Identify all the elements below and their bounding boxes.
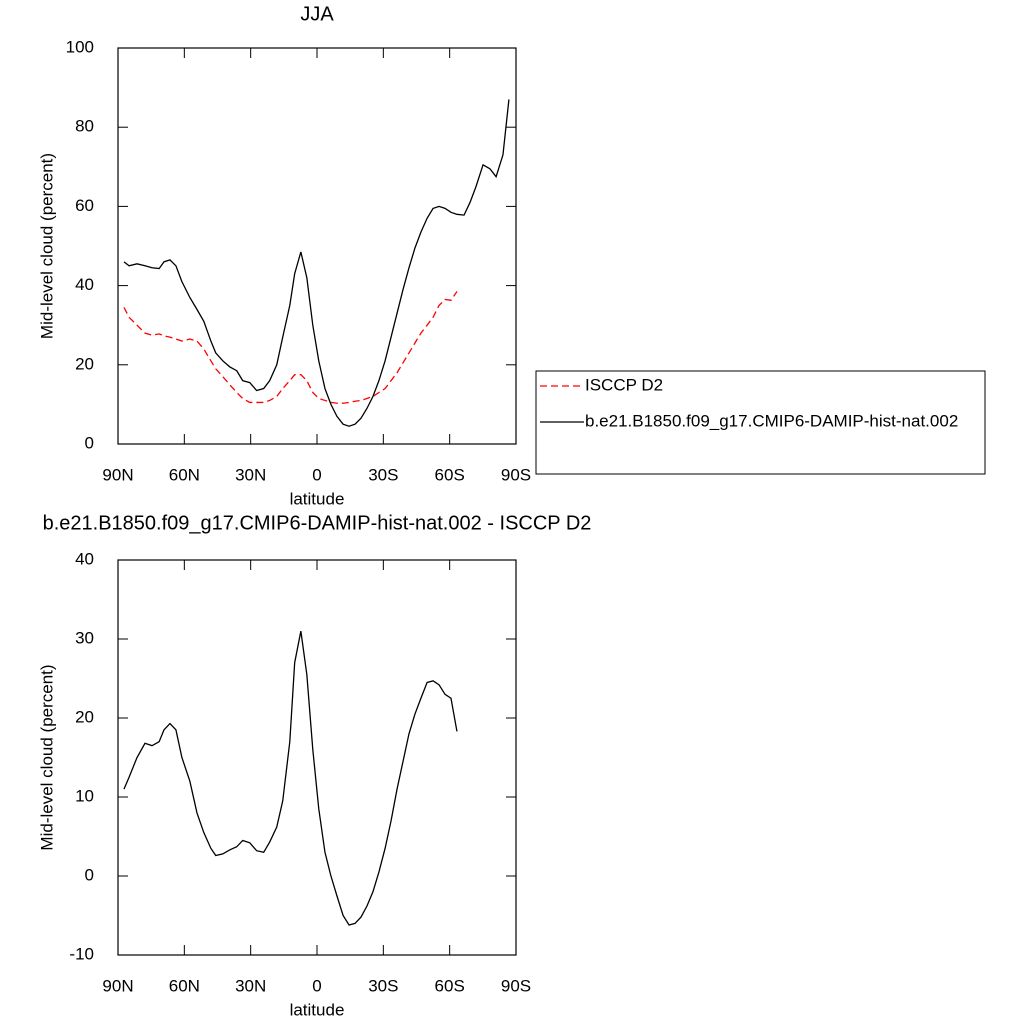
y-tick-label: -10 bbox=[69, 944, 94, 963]
y-tick-label: 0 bbox=[85, 433, 94, 452]
x-tick-label: 90N bbox=[102, 976, 133, 995]
legend-label: b.e21.B1850.f09_g17.CMIP6-DAMIP-hist-nat… bbox=[585, 411, 958, 430]
x-tick-label: 0 bbox=[312, 976, 321, 995]
x-axis-label: latitude bbox=[290, 1000, 345, 1019]
x-tick-label: 30S bbox=[368, 976, 398, 995]
x-tick-label: 30N bbox=[235, 465, 266, 484]
x-tick-label: 90S bbox=[501, 976, 531, 995]
chart-title: JJA bbox=[300, 3, 334, 25]
y-tick-label: 10 bbox=[75, 786, 94, 805]
x-tick-label: 0 bbox=[312, 465, 321, 484]
y-tick-label: 60 bbox=[75, 196, 94, 215]
y-tick-label: 30 bbox=[75, 628, 94, 647]
chart-title: b.e21.B1850.f09_g17.CMIP6-DAMIP-hist-nat… bbox=[43, 512, 592, 534]
y-tick-label: 100 bbox=[66, 37, 94, 56]
y-axis-label: Mid-level cloud (percent) bbox=[37, 664, 56, 850]
y-axis-label: Mid-level cloud (percent) bbox=[37, 153, 56, 339]
y-tick-label: 20 bbox=[75, 354, 94, 373]
data-line bbox=[123, 291, 458, 404]
plot-frame bbox=[117, 47, 517, 445]
x-tick-label: 30S bbox=[368, 465, 398, 484]
data-line bbox=[123, 99, 510, 427]
x-tick-label: 90N bbox=[102, 465, 133, 484]
legend-label: ISCCP D2 bbox=[585, 375, 663, 394]
x-tick-label: 60N bbox=[169, 976, 200, 995]
data-line bbox=[123, 630, 458, 926]
plot-frame bbox=[117, 559, 517, 956]
y-tick-label: 80 bbox=[75, 117, 94, 136]
y-tick-label: 20 bbox=[75, 707, 94, 726]
x-tick-label: 60N bbox=[169, 465, 200, 484]
x-tick-label: 60S bbox=[435, 976, 465, 995]
x-tick-label: 60S bbox=[435, 465, 465, 484]
x-tick-label: 90S bbox=[501, 465, 531, 484]
y-tick-label: 40 bbox=[75, 275, 94, 294]
x-axis-label: latitude bbox=[290, 489, 345, 508]
legend-box bbox=[535, 370, 986, 475]
x-tick-label: 30N bbox=[235, 976, 266, 995]
y-tick-label: 0 bbox=[85, 865, 94, 884]
y-tick-label: 40 bbox=[75, 549, 94, 568]
